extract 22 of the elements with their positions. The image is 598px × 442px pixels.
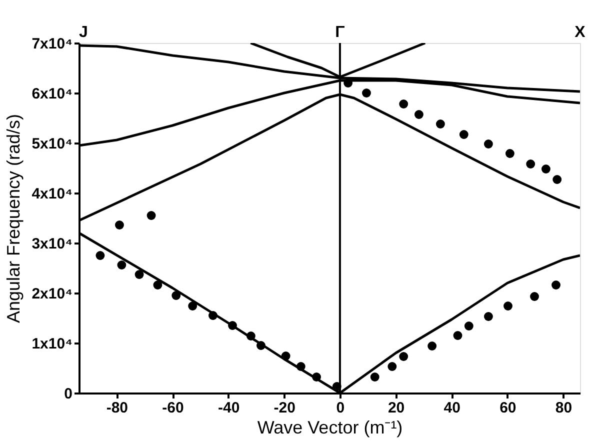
x-axis-title: Wave Vector (m⁻¹) (257, 418, 403, 438)
y-tick-label: 7x10⁴ (32, 36, 72, 52)
text: J (79, 24, 88, 41)
text: X (574, 24, 586, 41)
y-tick-label: 5x10⁴ (32, 136, 72, 152)
y-tick-label: 4x10⁴ (32, 186, 72, 202)
y-tick-label: 1x10⁴ (32, 336, 72, 352)
y-tick-label: 6x10⁴ (32, 86, 72, 102)
x-tick-label: 40 (444, 400, 460, 416)
y-tick-label: 0 (64, 386, 72, 402)
x-tick-label: -20 (274, 400, 296, 416)
x-tick-label: -80 (106, 400, 128, 416)
x-tick-label: -40 (218, 400, 240, 416)
ref-line-label: Γ (335, 24, 346, 41)
y-tick-label: 2x10⁴ (32, 286, 72, 302)
y-tick-label: 3x10⁴ (32, 236, 72, 252)
x-tick-label: 0 (336, 400, 345, 416)
x-tick-label: -60 (162, 400, 184, 416)
y-axis-title: Angular Frequency (rad/s) (4, 114, 24, 324)
x-tick-label: 20 (388, 400, 405, 416)
x-tick-label: 60 (500, 400, 516, 416)
x-tick-label: 80 (555, 400, 572, 416)
